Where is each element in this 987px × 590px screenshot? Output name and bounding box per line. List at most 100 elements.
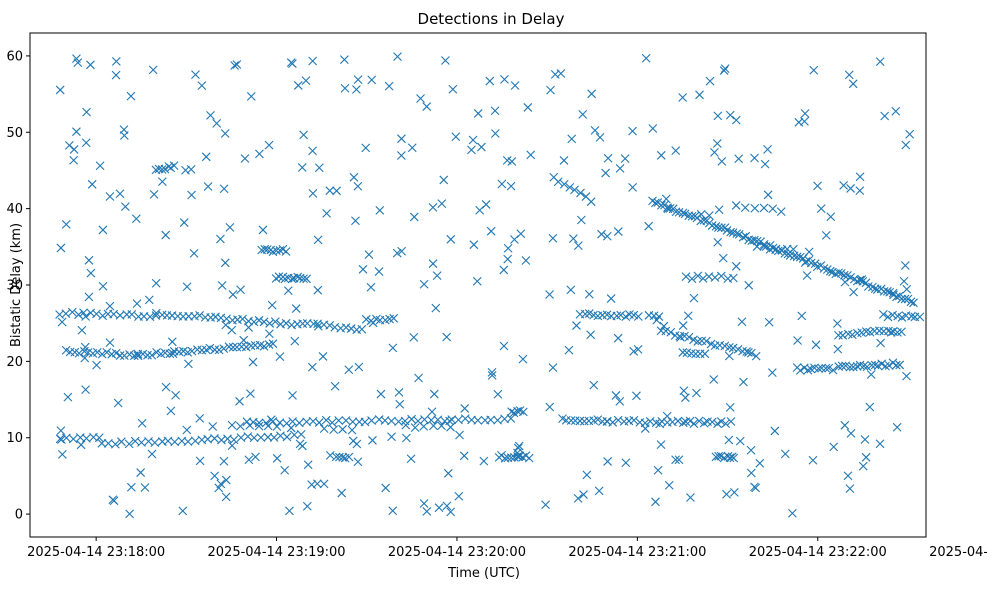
data-point-marker xyxy=(396,151,406,160)
data-point-marker xyxy=(674,455,684,465)
data-point-marker xyxy=(446,234,456,244)
data-point-marker xyxy=(568,234,578,244)
data-point-marker xyxy=(119,351,129,361)
x-tick-label: 2025-04-14 23:22:00 xyxy=(749,545,887,560)
data-point-marker xyxy=(124,439,134,449)
data-point-marker xyxy=(267,300,277,310)
data-point-marker xyxy=(56,243,66,253)
data-point-marker xyxy=(603,417,612,426)
data-point-marker xyxy=(220,129,230,138)
data-point-marker xyxy=(197,345,207,355)
data-point-marker xyxy=(602,231,612,241)
data-point-marker xyxy=(441,56,450,65)
data-point-marker xyxy=(352,85,361,94)
data-point-marker xyxy=(816,204,826,214)
data-point-marker xyxy=(518,407,528,417)
y-axis-label: Bistatic Delay (km) xyxy=(9,223,24,347)
data-point-marker xyxy=(57,317,67,327)
data-point-marker xyxy=(846,184,855,193)
data-point-marker xyxy=(891,106,901,116)
data-point-marker xyxy=(303,460,313,470)
x-tick-label: 2025-04-14 23:23:00 xyxy=(929,545,987,560)
data-point-marker xyxy=(219,184,229,194)
data-point-marker xyxy=(548,233,558,243)
data-point-marker xyxy=(187,346,197,356)
data-point-marker xyxy=(613,333,623,343)
data-point-marker xyxy=(262,245,272,254)
data-point-marker xyxy=(151,308,161,318)
data-point-marker xyxy=(615,397,625,406)
data-point-marker xyxy=(216,234,225,244)
data-point-marker xyxy=(133,351,143,361)
data-point-marker xyxy=(414,373,423,383)
data-point-marker xyxy=(228,290,238,299)
data-point-marker xyxy=(875,439,885,449)
data-point-marker xyxy=(707,417,717,427)
data-point-marker xyxy=(686,493,695,502)
data-point-marker xyxy=(401,433,411,443)
data-point-marker xyxy=(259,317,269,327)
data-point-marker xyxy=(125,509,134,519)
data-point-marker xyxy=(837,361,847,371)
data-point-marker xyxy=(189,248,199,258)
data-point-marker xyxy=(241,342,251,352)
data-point-marker xyxy=(210,471,220,481)
data-point-marker xyxy=(746,445,756,455)
data-point-marker xyxy=(839,180,848,190)
data-point-marker xyxy=(826,212,836,222)
data-point-marker xyxy=(746,468,756,478)
data-point-marker xyxy=(840,420,850,430)
data-point-marker xyxy=(431,303,441,313)
data-point-marker xyxy=(813,181,822,191)
data-point-marker xyxy=(346,324,356,333)
data-point-marker xyxy=(718,253,728,263)
data-point-marker xyxy=(503,243,513,253)
data-point-marker xyxy=(725,453,735,463)
data-point-marker xyxy=(713,111,723,121)
data-point-marker xyxy=(150,438,160,448)
data-point-marker xyxy=(590,126,600,135)
data-point-marker xyxy=(282,432,292,442)
data-point-marker xyxy=(275,352,285,362)
data-point-marker xyxy=(855,186,865,195)
data-point-marker xyxy=(117,437,126,447)
data-point-marker xyxy=(523,103,533,112)
data-point-marker xyxy=(768,204,778,214)
data-point-marker xyxy=(313,321,323,331)
data-point-marker xyxy=(272,422,282,431)
data-point-marker xyxy=(312,479,322,489)
data-point-marker xyxy=(203,182,213,191)
data-point-marker xyxy=(601,168,611,178)
data-point-marker xyxy=(862,362,872,372)
data-point-marker xyxy=(191,70,200,80)
data-point-marker xyxy=(833,344,843,354)
data-point-marker xyxy=(111,348,121,358)
data-point-marker xyxy=(640,424,650,433)
data-point-marker xyxy=(259,341,269,351)
data-point-marker xyxy=(503,254,513,264)
data-point-marker xyxy=(656,150,666,160)
data-point-marker xyxy=(220,258,230,268)
data-point-marker xyxy=(477,142,486,152)
data-point-marker xyxy=(318,352,328,361)
data-point-marker xyxy=(651,497,660,507)
data-point-marker xyxy=(800,109,810,118)
data-point-marker xyxy=(497,179,507,189)
data-point-marker xyxy=(729,488,739,497)
data-point-marker xyxy=(95,161,105,171)
data-point-marker xyxy=(381,483,391,493)
data-point-marker xyxy=(454,491,464,501)
data-point-marker xyxy=(157,165,167,174)
data-point-marker xyxy=(353,75,363,85)
data-point-marker xyxy=(211,312,220,322)
data-point-marker xyxy=(725,110,735,120)
data-point-marker xyxy=(322,208,332,218)
data-point-marker xyxy=(387,416,396,426)
data-point-marker xyxy=(235,421,245,431)
data-point-marker xyxy=(344,452,354,462)
data-point-marker xyxy=(481,200,491,209)
data-point-marker xyxy=(368,435,377,445)
data-point-marker xyxy=(289,430,299,440)
data-point-marker xyxy=(907,311,916,321)
data-point-marker xyxy=(734,154,744,164)
